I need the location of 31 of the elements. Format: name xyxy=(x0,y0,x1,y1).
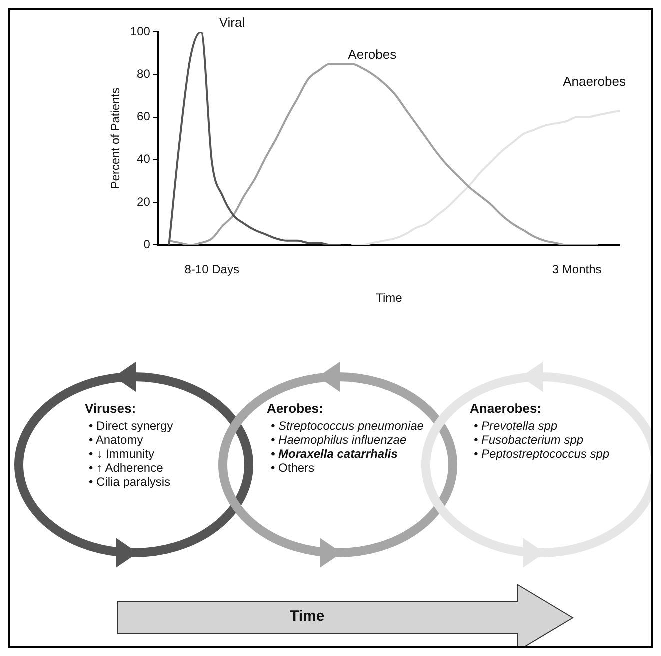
y-tick-label: 60 xyxy=(137,110,151,124)
text: • Cilia paralysis xyxy=(89,475,172,489)
line-series xyxy=(168,32,342,246)
y-tick-label: 80 xyxy=(137,66,151,81)
x-tick-label: 8-10 Days xyxy=(184,262,240,277)
text: Aerobes: xyxy=(267,401,324,416)
text: • Peptostreptococcus spp xyxy=(474,447,610,461)
y-tick-label: 40 xyxy=(137,152,151,166)
x-tick-label: 3 Months xyxy=(552,262,602,277)
text: • Fusobacterium spp xyxy=(474,433,585,447)
text: Viruses: xyxy=(85,401,138,416)
text: • ↑ Adherence xyxy=(89,461,164,475)
text: • Others xyxy=(271,461,316,475)
text: • Haemophilus influenzae xyxy=(271,433,408,447)
text: • ↓ Immunity xyxy=(89,447,156,461)
y-tick-label: 20 xyxy=(137,194,151,209)
text: Time xyxy=(290,608,325,625)
series-label: Viral xyxy=(219,15,246,30)
text: • Prevotella spp xyxy=(474,419,559,433)
y-axis-title: Percent of Patients xyxy=(108,88,123,190)
text: • Direct synergy xyxy=(89,419,174,433)
series-label: Aerobes xyxy=(348,47,398,62)
text: • Streptococcus pneumoniae xyxy=(271,419,424,433)
line-series xyxy=(350,110,621,246)
x-axis-title: Time xyxy=(376,291,403,306)
text: Anaerobes: xyxy=(470,401,543,416)
text: • Moraxella catarrhalis xyxy=(271,447,399,461)
y-tick-label: 100 xyxy=(130,24,151,38)
y-tick-label: 0 xyxy=(144,238,151,252)
text: • Anatomy xyxy=(89,433,144,447)
series-label: Anaerobes xyxy=(563,74,626,89)
